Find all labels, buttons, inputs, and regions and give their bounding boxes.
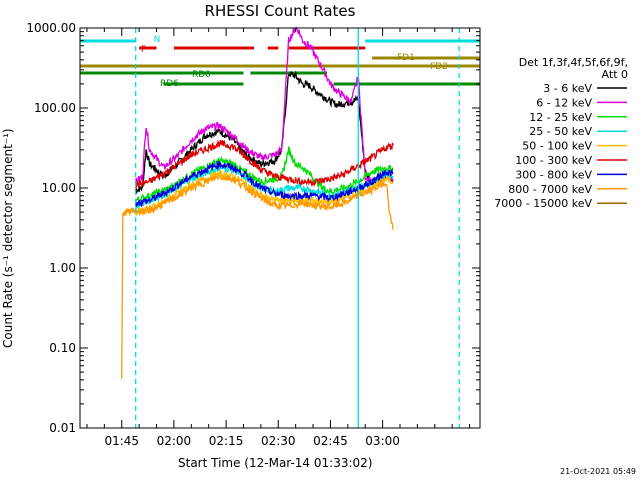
flag-label-fd2: FD2 [430, 62, 448, 72]
series-line-100-300-kev [135, 139, 394, 189]
legend-header-line1: Det 1f,3f,4f,5f,6f,9f, [519, 56, 628, 69]
vertical-markers [135, 28, 460, 428]
x-tick-label: 01:45 [104, 434, 139, 448]
x-axis-label: Start Time (12-Mar-14 01:33:02) [178, 456, 372, 470]
flag-label-n: N [154, 35, 161, 45]
footer-timestamp: 21-Oct-2021 05:49 [560, 467, 636, 476]
legend-header-line2: Att 0 [602, 68, 628, 81]
series-line-3-6-kev [135, 70, 394, 195]
legend-entry-label: 25 - 50 keV [529, 125, 592, 138]
flag-label-rd6: RD6 [160, 79, 179, 89]
legend-entry-label: 12 - 25 keV [529, 111, 592, 124]
legend-entry-label: 100 - 300 keV [515, 154, 592, 167]
legend-entry-label: 50 - 100 keV [522, 140, 592, 153]
y-tick-label: 1.00 [49, 261, 76, 275]
flag-label-f: F [141, 45, 146, 55]
legend-entry-label: 800 - 7000 keV [508, 183, 592, 196]
x-tick-label: 02:15 [209, 434, 244, 448]
x-axis: 01:45 02:00 02:15 02:30 02:45 03:00 [86, 28, 471, 448]
x-tick-label: 02:30 [261, 434, 296, 448]
flag-label-rd0: RD0 [192, 70, 211, 80]
chart-title: RHESSI Count Rates [205, 2, 356, 20]
y-axis-label: Count Rate (s⁻¹ detector segment⁻¹) [1, 128, 15, 348]
x-tick-label: 03:00 [365, 434, 400, 448]
series-layer [121, 26, 394, 379]
x-tick-label: 02:45 [313, 434, 348, 448]
legend: Det 1f,3f,4f,5f,6f,9f, Att 0 3 - 6 keV6 … [494, 56, 628, 210]
legend-entry-label: 3 - 6 keV [543, 82, 592, 95]
series-line-50-100-kev [135, 169, 394, 217]
y-tick-label: 1000.00 [26, 21, 76, 35]
y-tick-label: 0.10 [49, 341, 76, 355]
y-tick-label: 0.01 [49, 421, 76, 435]
series-line-800-7000-kev [121, 173, 394, 379]
y-tick-label: 10.00 [42, 181, 76, 195]
x-tick-label: 02:00 [157, 434, 192, 448]
y-axis: 1000.00 100.00 10.00 1.00 0.10 0.01 [26, 21, 480, 435]
series-line-6-12-kev [135, 26, 394, 186]
attenuator-flags: NFFD1FD2RD0RD6 [80, 35, 480, 89]
legend-entry-label: 6 - 12 keV [536, 96, 592, 109]
legend-entry-label: 7000 - 15000 keV [494, 197, 592, 210]
legend-entry-label: 300 - 800 keV [515, 168, 592, 181]
plot-frame [79, 27, 481, 429]
y-tick-label: 100.00 [34, 101, 76, 115]
series-line-300-800-kev [135, 160, 394, 208]
